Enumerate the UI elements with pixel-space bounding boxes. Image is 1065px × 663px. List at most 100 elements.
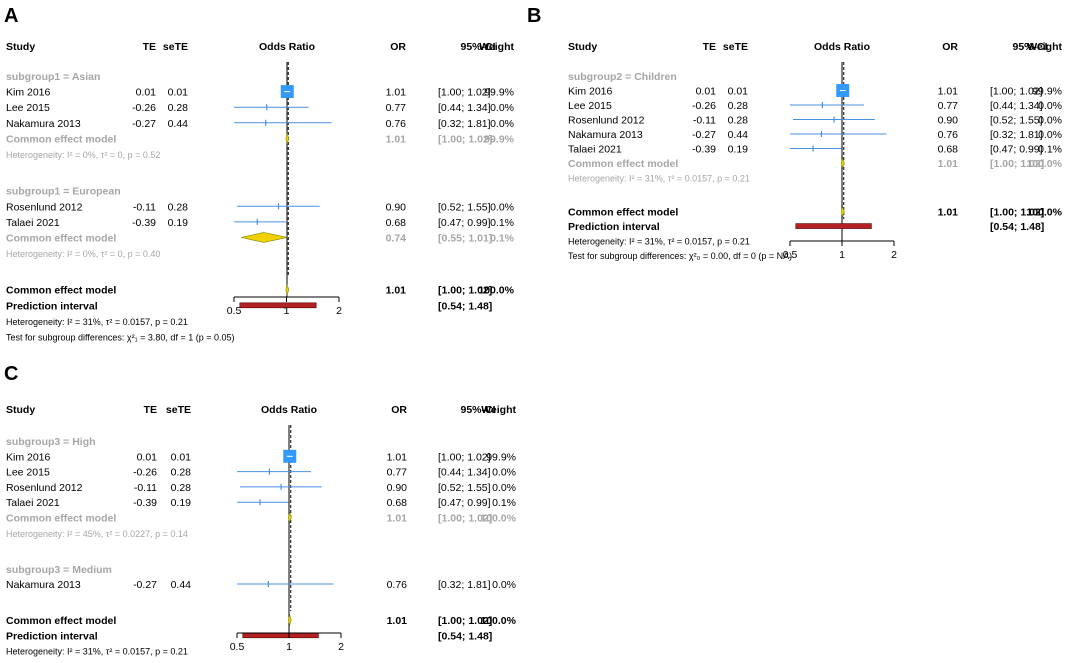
study-or: 0.76: [938, 129, 959, 141]
study-sete: 0.19: [728, 144, 749, 156]
study-weight: 0.0%: [1038, 100, 1062, 112]
header-study: Study: [6, 41, 35, 53]
panel-label: C: [4, 363, 18, 385]
subgroup-test-text: Test for subgroup differences: χ²₀ = 0.0…: [568, 251, 792, 261]
subtotal-weight: 100.0%: [1026, 158, 1062, 170]
prediction-interval-bar: [795, 223, 872, 229]
study-sete: 0.19: [171, 497, 192, 509]
study-ci: [0.47; 0.99]: [438, 497, 491, 509]
header-ci: 95%-CI: [460, 404, 495, 416]
x-axis-tick-label: 1: [286, 641, 292, 653]
study-label: Nakamura 2013: [568, 129, 643, 141]
study-sete: 0.44: [168, 118, 189, 130]
header-ci: 95%-CI: [1012, 41, 1047, 53]
study-label: Nakamura 2013: [6, 579, 81, 591]
study-label: Talaei 2021: [568, 144, 622, 156]
study-label: Talaei 2021: [6, 497, 60, 509]
header-odds-ratio: Odds Ratio: [261, 404, 317, 416]
header-weight: Weight: [1027, 41, 1062, 53]
x-axis-tick-label: 0.5: [783, 249, 798, 261]
study-or: 1.01: [387, 451, 408, 463]
study-sete: 0.28: [171, 467, 192, 479]
subtotal-or: 0.74: [386, 232, 407, 244]
header-or: OR: [391, 404, 407, 416]
study-or: 0.77: [938, 100, 959, 112]
study-sete: 0.01: [168, 87, 189, 99]
subtotal-or: 1.01: [387, 513, 408, 525]
total-ci: [1.00; 1.02]: [438, 285, 492, 297]
study-weight: 0.0%: [492, 482, 516, 494]
study-label: Lee 2015: [6, 102, 50, 114]
study-te: -0.11: [693, 115, 716, 127]
panel-label: A: [4, 5, 18, 27]
header-study: Study: [568, 41, 597, 53]
subgroup-label: subgroup3 = Medium: [6, 564, 112, 576]
total-or: 1.01: [938, 207, 959, 219]
x-axis-tick-label: 1: [839, 249, 845, 261]
study-te: -0.27: [133, 579, 157, 591]
study-weight: 0.1%: [490, 217, 514, 229]
study-sete: 0.28: [728, 115, 749, 127]
study-weight: 99.9%: [484, 87, 514, 99]
study-label: Rosenlund 2012: [568, 115, 645, 127]
total-ci: [1.00; 1.02]: [990, 207, 1044, 219]
header-sete: seTE: [166, 404, 191, 416]
subgroup-heterogeneity: Heterogeneity: I² = 31%, τ² = 0.0157, p …: [568, 174, 750, 184]
study-ci: [0.44; 1.34]: [438, 467, 491, 479]
study-or: 0.68: [386, 217, 407, 229]
study-label: Rosenlund 2012: [6, 482, 83, 494]
subtotal-or: 1.01: [938, 158, 959, 170]
header-sete: seTE: [723, 41, 748, 53]
x-axis-tick-label: 0.5: [227, 305, 242, 317]
header-odds-ratio: Odds Ratio: [814, 41, 870, 53]
subtotal-weight: 100.0%: [480, 513, 516, 525]
study-label: Kim 2016: [6, 87, 51, 99]
total-diamond: [287, 613, 292, 627]
study-ci: [0.52; 1.55]: [990, 115, 1043, 127]
total-or: 1.01: [386, 285, 407, 297]
subtotal-ci: [1.00; 1.02]: [438, 133, 492, 145]
study-ci: [0.44; 1.34]: [990, 100, 1043, 112]
prediction-interval-bar: [239, 302, 317, 309]
subgroup-heterogeneity: Heterogeneity: I² = 0%, τ² = 0, p = 0.40: [6, 249, 160, 259]
study-or: 0.90: [387, 482, 408, 494]
header-te: TE: [144, 404, 157, 416]
study-label: Kim 2016: [568, 86, 613, 98]
study-weight: 99.9%: [486, 451, 516, 463]
header-or: OR: [942, 41, 958, 53]
total-ci: [1.00; 1.02]: [438, 615, 492, 627]
total-label: Common effect model: [6, 285, 116, 297]
study-sete: 0.28: [728, 100, 749, 112]
study-weight: 0.0%: [1038, 115, 1062, 127]
study-weight: 0.0%: [490, 201, 514, 213]
header-sete: seTE: [163, 41, 188, 53]
study-sete: 0.01: [728, 86, 749, 98]
study-label: Talaei 2021: [6, 217, 60, 229]
study-ci: [0.52; 1.55]: [438, 201, 491, 213]
study-ci: [0.44; 1.34]: [438, 102, 491, 114]
study-label: Rosenlund 2012: [6, 201, 83, 213]
total-diamond: [285, 283, 290, 296]
study-te: -0.27: [692, 129, 716, 141]
study-te: -0.39: [692, 144, 716, 156]
header-te: TE: [143, 41, 156, 53]
subtotal-diamond: [241, 232, 288, 243]
subtotal-label: Common effect model: [568, 158, 678, 170]
study-sete: 0.44: [728, 129, 749, 141]
subgroup-test-text: Test for subgroup differences: χ²₁ = 3.8…: [6, 333, 234, 343]
study-te: -0.11: [133, 201, 156, 213]
study-or: 1.01: [938, 86, 959, 98]
study-ci: [0.52; 1.55]: [438, 482, 491, 494]
total-weight: 100.0%: [478, 285, 514, 297]
study-or: 0.90: [386, 201, 407, 213]
subtotal-weight: 0.1%: [490, 232, 515, 244]
study-te: 0.01: [136, 87, 157, 99]
subgroup-heterogeneity: Heterogeneity: I² = 0%, τ² = 0, p = 0.52: [6, 150, 160, 160]
total-or: 1.01: [387, 615, 408, 627]
study-te: -0.27: [132, 118, 156, 130]
subgroup-heterogeneity: Heterogeneity: I² = 45%, τ² = 0.0227, p …: [6, 529, 188, 539]
prediction-ci: [0.54; 1.48]: [990, 221, 1044, 233]
